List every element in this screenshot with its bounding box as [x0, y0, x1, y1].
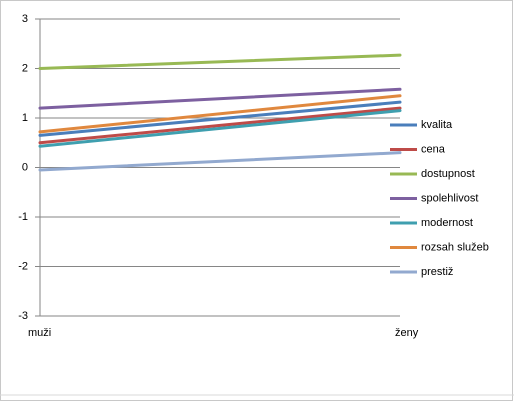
- legend-label: dostupnost: [421, 168, 475, 180]
- y-tick-label: 1: [22, 112, 28, 124]
- legend-label: prestiž: [421, 266, 453, 278]
- legend-label: modernost: [421, 217, 473, 229]
- y-tick-label: -1: [18, 211, 28, 223]
- legend-label: spolehlivost: [421, 192, 478, 204]
- legend-label: rozsah služeb: [421, 241, 489, 253]
- series-line: [38, 109, 402, 148]
- y-tick-label: -2: [18, 260, 28, 272]
- x-tick-label: ženy: [395, 327, 419, 339]
- y-tick-label: 3: [22, 13, 28, 25]
- series-line: [38, 53, 402, 70]
- x-tick-label: muži: [28, 327, 51, 339]
- series-line: [38, 106, 402, 145]
- y-tick-label: 0: [22, 161, 28, 173]
- y-tick-label: -3: [18, 310, 28, 322]
- legend-label: cena: [421, 143, 446, 155]
- legend-label: kvalita: [421, 119, 453, 131]
- series-line: [38, 94, 402, 134]
- y-tick-label: 2: [22, 62, 28, 74]
- series-line: [38, 100, 402, 137]
- series-line: [38, 87, 402, 110]
- series-line: [38, 151, 402, 172]
